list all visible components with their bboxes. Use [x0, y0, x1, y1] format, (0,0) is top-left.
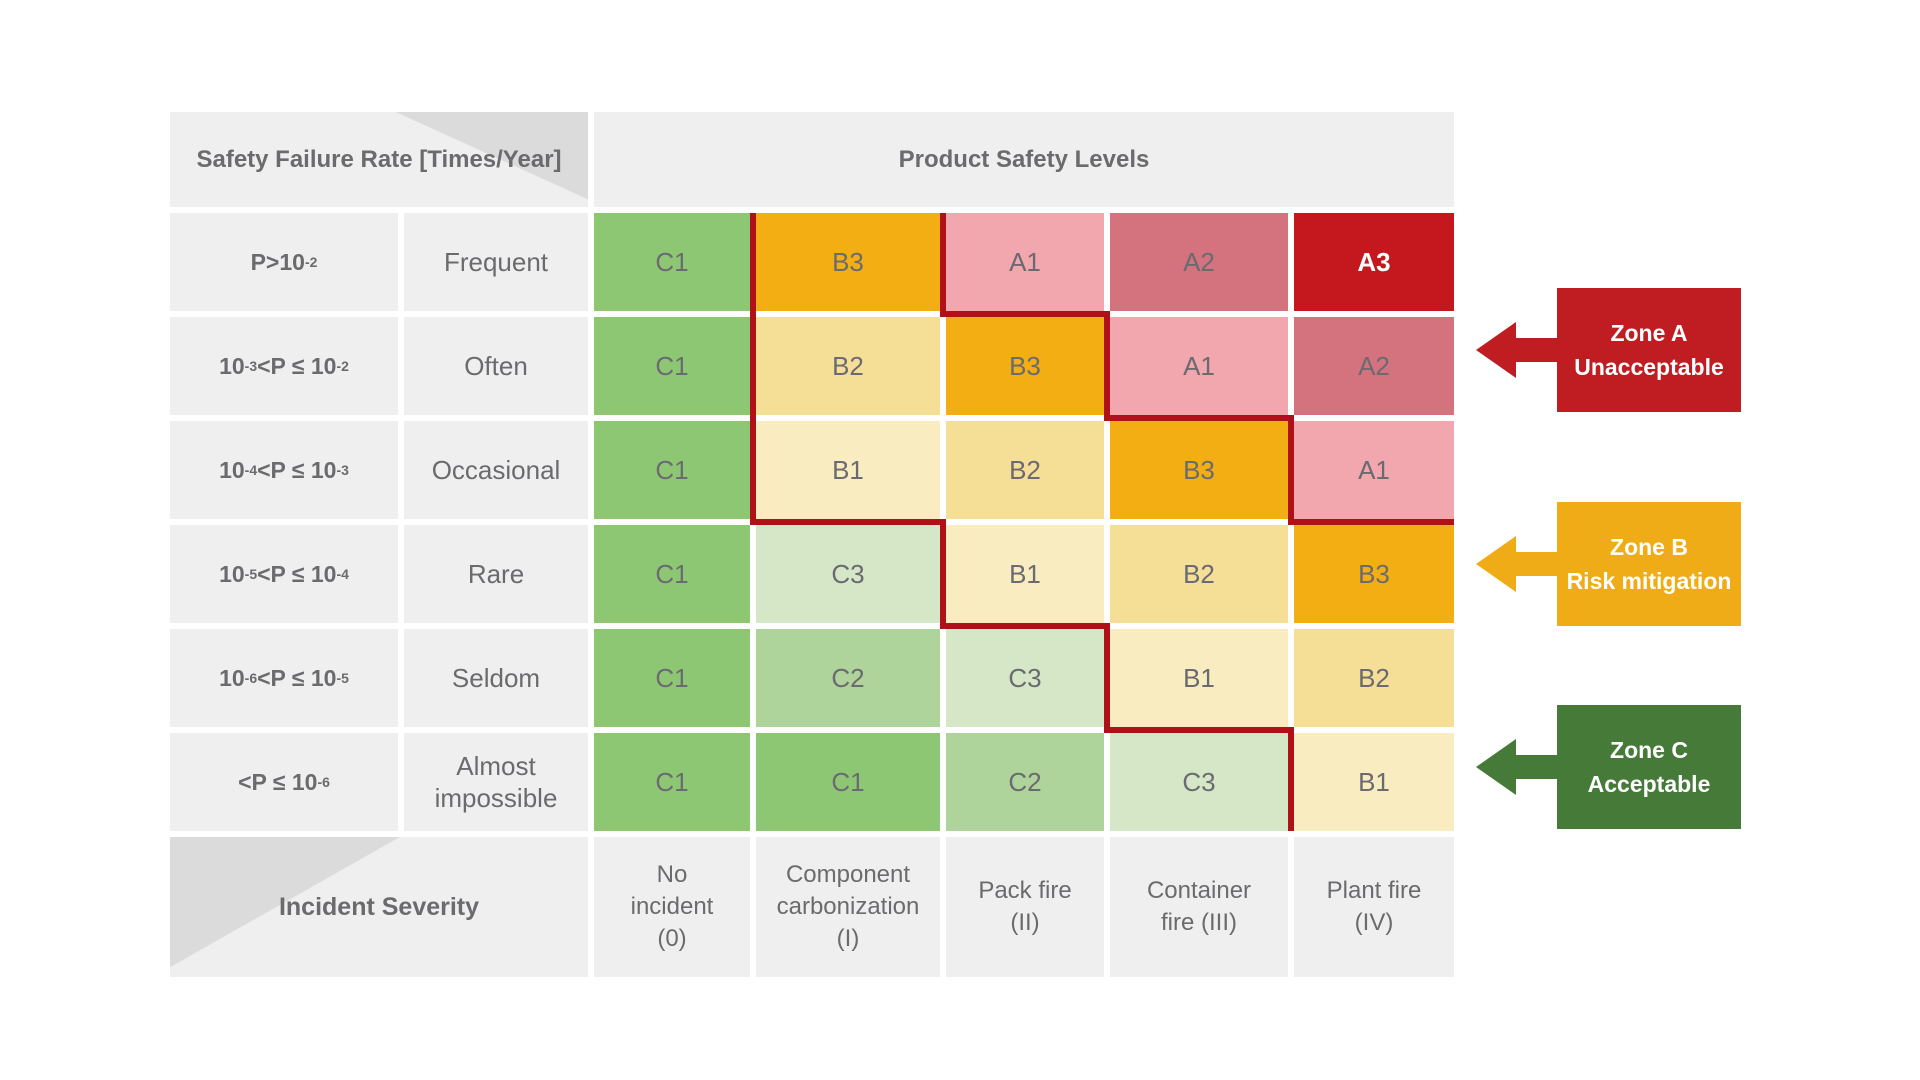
frequency-cell: Rare — [404, 525, 588, 623]
risk-cell-b3: B3 — [1110, 421, 1288, 519]
zone-c-subtitle: Acceptable — [1587, 771, 1711, 797]
risk-cell-c3: C3 — [1110, 733, 1288, 831]
zone-c-arrow-icon — [1476, 739, 1560, 795]
severity-label: Plant fire (IV) — [1294, 837, 1454, 977]
risk-cell-c2: C2 — [756, 629, 940, 727]
risk-cell-b2: B2 — [1294, 629, 1454, 727]
zone-c-legend: Zone C Acceptable — [1476, 705, 1741, 829]
zone-a-arrow-icon — [1476, 322, 1560, 378]
zone-a-subtitle: Unacceptable — [1574, 354, 1724, 380]
failure-rate-header-cell: Safety Failure Rate [Times/Year] — [170, 112, 588, 207]
risk-cell-c1: C1 — [594, 213, 750, 311]
risk-cell-c3: C3 — [946, 629, 1104, 727]
zone-b-box: Zone B Risk mitigation — [1557, 502, 1741, 626]
zone-b-title: Zone B — [1610, 533, 1688, 560]
risk-cell-b1: B1 — [1110, 629, 1288, 727]
risk-cell-a1: A1 — [946, 213, 1104, 311]
frequency-cell: Occasional — [404, 421, 588, 519]
risk-cell-b1: B1 — [756, 421, 940, 519]
risk-cell-b2: B2 — [946, 421, 1104, 519]
risk-cell-b3: B3 — [1294, 525, 1454, 623]
risk-cell-b2: B2 — [1110, 525, 1288, 623]
frequency-cell: Often — [404, 317, 588, 415]
zone-b-legend: Zone B Risk mitigation — [1476, 502, 1741, 626]
failure-rate-header-label: Safety Failure Rate [Times/Year] — [196, 145, 562, 173]
risk-cell-c1: C1 — [594, 629, 750, 727]
risk-cell-a2: A2 — [1294, 317, 1454, 415]
risk-cell-a1: A1 — [1110, 317, 1288, 415]
probability-cell: 10 -5 <P ≤ 10 -4 — [170, 525, 398, 623]
frequency-cell: Almost impossible — [404, 733, 588, 831]
risk-cell-c1: C1 — [756, 733, 940, 831]
incident-severity-header-cell: Incident Severity — [170, 837, 588, 977]
severity-label: Component carbonization (I) — [756, 837, 940, 977]
risk-cell-a1: A1 — [1294, 421, 1454, 519]
risk-cell-c1: C1 — [594, 733, 750, 831]
probability-cell: 10 -6 <P ≤ 10 -5 — [170, 629, 398, 727]
severity-label: Pack fire (II) — [946, 837, 1104, 977]
risk-cell-c2: C2 — [946, 733, 1104, 831]
risk-matrix-table: Safety Failure Rate [Times/Year] Product… — [170, 112, 1454, 977]
product-safety-levels-label: Product Safety Levels — [898, 145, 1150, 173]
probability-cell: 10 -3 <P ≤ 10 -2 — [170, 317, 398, 415]
risk-cell-c1: C1 — [594, 421, 750, 519]
risk-cell-b2: B2 — [756, 317, 940, 415]
probability-cell: P>10 -2 — [170, 213, 398, 311]
risk-cell-c3: C3 — [756, 525, 940, 623]
zone-c-title: Zone C — [1610, 736, 1688, 763]
risk-cell-b1: B1 — [946, 525, 1104, 623]
incident-severity-label: Incident Severity — [278, 892, 480, 921]
risk-cell-a2: A2 — [1110, 213, 1288, 311]
risk-cell-b1: B1 — [1294, 733, 1454, 831]
risk-cell-b3: B3 — [946, 317, 1104, 415]
zone-c-box: Zone C Acceptable — [1557, 705, 1741, 829]
zone-b-subtitle: Risk mitigation — [1566, 568, 1732, 594]
probability-cell: <P ≤ 10 -6 — [170, 733, 398, 831]
zone-a-box: Zone A Unacceptable — [1557, 288, 1741, 412]
risk-cell-c1: C1 — [594, 525, 750, 623]
product-safety-levels-header-cell: Product Safety Levels — [594, 112, 1454, 207]
zone-a-legend: Zone A Unacceptable — [1476, 288, 1741, 412]
risk-cell-c1: C1 — [594, 317, 750, 415]
probability-cell: 10 -4 <P ≤ 10 -3 — [170, 421, 398, 519]
zone-a-title: Zone A — [1610, 319, 1688, 346]
frequency-cell: Frequent — [404, 213, 588, 311]
risk-cell-b3: B3 — [756, 213, 940, 311]
frequency-cell: Seldom — [404, 629, 588, 727]
severity-label: Container fire (III) — [1110, 837, 1288, 977]
severity-label: No incident (0) — [594, 837, 750, 977]
zone-b-arrow-icon — [1476, 536, 1560, 592]
risk-cell-a3: A3 — [1294, 213, 1454, 311]
